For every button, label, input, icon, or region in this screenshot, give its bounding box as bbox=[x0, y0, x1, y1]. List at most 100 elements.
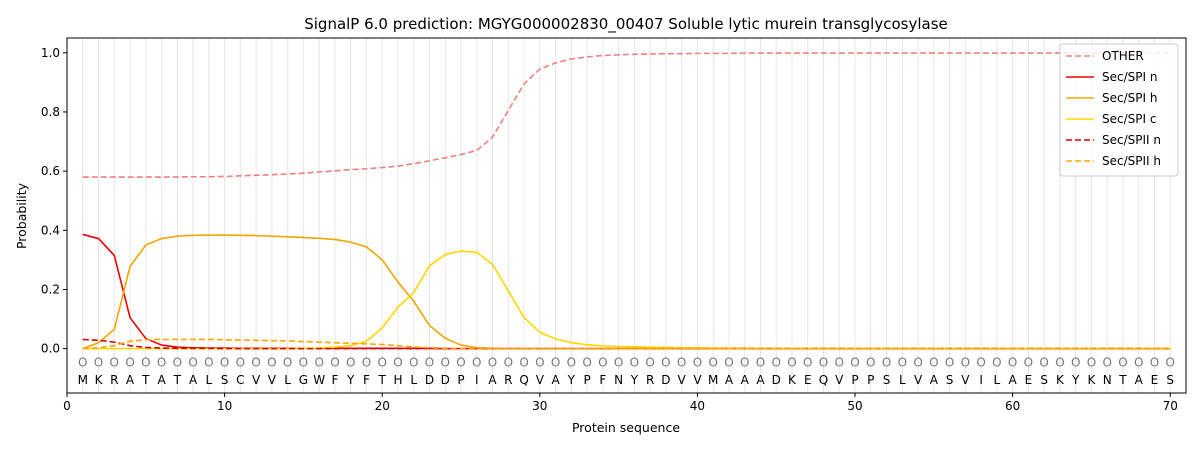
residue-label: A bbox=[157, 373, 166, 387]
chart-title: SignalP 6.0 prediction: MGYG000002830_00… bbox=[304, 15, 948, 34]
residue-label: Q bbox=[819, 373, 828, 387]
residue-marker: O bbox=[141, 355, 150, 369]
residue-marker: O bbox=[835, 355, 844, 369]
residue-marker: O bbox=[582, 355, 591, 369]
residue-label: T bbox=[141, 373, 150, 387]
residue-marker: O bbox=[519, 355, 528, 369]
residue-label: P bbox=[583, 373, 590, 387]
residue-label: M bbox=[708, 373, 718, 387]
y-tick-label: 0.4 bbox=[41, 223, 60, 237]
residue-marker: O bbox=[346, 355, 355, 369]
residue-label: K bbox=[1087, 373, 1096, 387]
residue-marker: O bbox=[567, 355, 576, 369]
x-tick-label: 20 bbox=[375, 399, 390, 413]
residue-label: Y bbox=[346, 373, 355, 387]
residue-label: V bbox=[693, 373, 702, 387]
residue-marker: O bbox=[913, 355, 922, 369]
residue-marker: O bbox=[1087, 355, 1096, 369]
residue-marker: O bbox=[630, 355, 639, 369]
x-tick-label: 10 bbox=[217, 399, 232, 413]
residue-label: V bbox=[678, 373, 687, 387]
residue-marker: O bbox=[441, 355, 450, 369]
residue-label: H bbox=[393, 373, 402, 387]
residue-marker: O bbox=[125, 355, 134, 369]
residue-label: L bbox=[899, 373, 906, 387]
residue-label: C bbox=[236, 373, 244, 387]
residue-marker: O bbox=[314, 355, 323, 369]
x-tick-label: 0 bbox=[63, 399, 71, 413]
residue-marker: O bbox=[1055, 355, 1064, 369]
residue-marker: O bbox=[362, 355, 371, 369]
residue-marker: O bbox=[251, 355, 260, 369]
residue-marker: O bbox=[724, 355, 733, 369]
residue-marker: O bbox=[456, 355, 465, 369]
residue-label: P bbox=[867, 373, 874, 387]
residue-label: L bbox=[284, 373, 291, 387]
x-axis-ticks: 0 10 20 30 40 50 60 70 bbox=[63, 393, 1178, 413]
x-tick-label: 60 bbox=[1005, 399, 1020, 413]
residue-marker: O bbox=[803, 355, 812, 369]
residue-marker: O bbox=[488, 355, 497, 369]
legend: OTHER Sec/SPI n Sec/SPI h Sec/SPI c Sec/SPII… bbox=[1059, 43, 1179, 177]
residue-label: V bbox=[252, 373, 261, 387]
residue-marker: O bbox=[898, 355, 907, 369]
residue-label: S bbox=[1040, 373, 1048, 387]
legend-label: Sec/SPII h bbox=[1102, 154, 1161, 168]
legend-label: Sec/SPII n bbox=[1102, 133, 1161, 147]
residue-label: L bbox=[206, 373, 213, 387]
residue-label: I bbox=[979, 373, 983, 387]
residue-label: R bbox=[110, 373, 118, 387]
residue-label: F bbox=[599, 373, 606, 387]
residue-marker: O bbox=[614, 355, 623, 369]
legend-label: Sec/SPI n bbox=[1102, 70, 1157, 84]
residue-marker: O bbox=[236, 355, 245, 369]
residue-marker: O bbox=[677, 355, 686, 369]
residue-label: F bbox=[331, 373, 338, 387]
residue-label: P bbox=[851, 373, 858, 387]
residue-label: D bbox=[441, 373, 450, 387]
residue-marker: O bbox=[425, 355, 434, 369]
residue-label: N bbox=[614, 373, 623, 387]
residue-marker: O bbox=[598, 355, 607, 369]
residue-label: E bbox=[804, 373, 812, 387]
residue-marker: O bbox=[866, 355, 875, 369]
residue-label: A bbox=[741, 373, 750, 387]
residue-label: E bbox=[1151, 373, 1159, 387]
residue-marker: O bbox=[693, 355, 702, 369]
residue-marker: O bbox=[377, 355, 386, 369]
residue-label: L bbox=[994, 373, 1001, 387]
legend-label: Sec/SPI c bbox=[1102, 112, 1156, 126]
residue-label: Y bbox=[1071, 373, 1080, 387]
residue-marker: O bbox=[1166, 355, 1175, 369]
residue-label: S bbox=[883, 373, 891, 387]
y-tick-label: 0.2 bbox=[41, 282, 60, 296]
residue-marker: O bbox=[173, 355, 182, 369]
residue-marker: O bbox=[882, 355, 891, 369]
residue-label: T bbox=[378, 373, 387, 387]
residue-label: S bbox=[221, 373, 229, 387]
residue-marker: O bbox=[819, 355, 828, 369]
residue-marker: O bbox=[1039, 355, 1048, 369]
plot-frame bbox=[66, 37, 1187, 394]
residue-marker: O bbox=[78, 355, 87, 369]
series-line-sec-spi-n bbox=[82, 233, 1171, 350]
residue-marker: O bbox=[1102, 355, 1111, 369]
residue-marker: O bbox=[94, 355, 103, 369]
residue-label: W bbox=[313, 373, 325, 387]
residue-marker: O bbox=[535, 355, 544, 369]
residue-marker: O bbox=[330, 355, 339, 369]
x-tick-label: 50 bbox=[847, 399, 862, 413]
residue-label: R bbox=[646, 373, 654, 387]
grid-lines bbox=[82, 38, 1171, 393]
residue-marker: O bbox=[472, 355, 481, 369]
residue-label: D bbox=[425, 373, 434, 387]
x-axis-label: Protein sequence bbox=[572, 420, 680, 435]
residue-marker: O bbox=[740, 355, 749, 369]
residue-label: V bbox=[536, 373, 545, 387]
residue-label: T bbox=[1118, 373, 1127, 387]
x-tick-label: 30 bbox=[532, 399, 547, 413]
residue-label: L bbox=[410, 373, 417, 387]
